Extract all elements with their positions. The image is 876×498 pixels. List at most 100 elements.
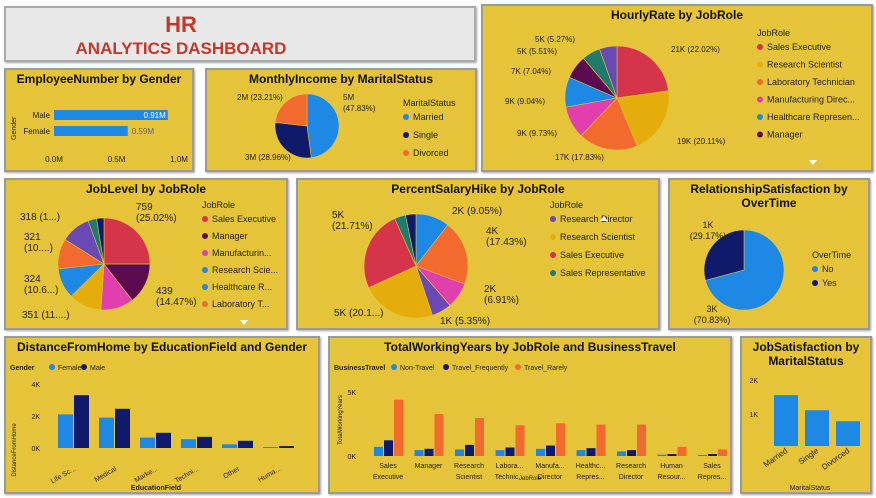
hourly-data-label: 21K (22.02%) [671, 45, 720, 54]
income-slice[interactable] [274, 93, 308, 127]
salary-slice[interactable] [415, 224, 469, 285]
salary-pie-tile[interactable]: PercentSalaryHike by JobRole 2K (9.05%) 4… [296, 178, 660, 330]
bar[interactable] [279, 446, 294, 448]
salary-slice[interactable] [405, 213, 417, 267]
income-data-label: 3M (28.96%) [245, 153, 291, 162]
bar[interactable] [394, 399, 403, 456]
relationship-slice[interactable] [704, 229, 785, 311]
bar[interactable] [414, 450, 424, 456]
y-tick-label: 0K [31, 446, 40, 453]
salary-slice[interactable] [363, 218, 417, 289]
bar[interactable] [54, 110, 168, 120]
distance-chart-title: DistanceFromHome by EducationField and G… [16, 340, 308, 354]
bar[interactable] [465, 444, 474, 456]
income-legend-marker [403, 114, 409, 120]
bar[interactable] [836, 421, 860, 446]
bar[interactable] [637, 424, 646, 456]
working-bar-tile[interactable]: TotalWorkingYears by JobRole and Busines… [328, 336, 732, 494]
bar[interactable] [657, 454, 667, 456]
bar[interactable] [698, 454, 707, 456]
bar[interactable] [434, 414, 444, 456]
bar[interactable] [140, 437, 155, 448]
bar[interactable] [58, 414, 73, 448]
bar[interactable] [546, 445, 555, 456]
bar[interactable] [222, 444, 237, 448]
bar[interactable] [374, 446, 383, 456]
hourly-slice[interactable] [580, 97, 638, 151]
salary-legend-marker [550, 270, 556, 276]
income-slice[interactable] [274, 122, 312, 159]
bar[interactable] [667, 454, 677, 456]
bar[interactable] [617, 451, 626, 456]
hourly-data-label: 5K (5.27%) [535, 35, 575, 44]
joblevel-pie-tile[interactable]: JobLevel by JobRole 759 (25.02%) 439 (14.47… [4, 178, 288, 330]
hourly-legend-marker [757, 61, 763, 68]
joblevel-legend-marker [202, 267, 208, 273]
distance-bar-tile[interactable]: DistanceFromHome by EducationField and G… [4, 336, 320, 494]
hourly-pie-tile[interactable]: HourlyRate by JobRole 21K (22.02%) 19K (2… [481, 4, 873, 172]
hourly-legend-item: Manager [767, 130, 803, 140]
income-slice[interactable] [306, 93, 340, 159]
scroll-down-icon[interactable] [240, 320, 248, 325]
x-axis-title: MaritalStatus [790, 485, 831, 492]
hourly-slice[interactable] [599, 45, 618, 99]
relationship-pie-tile[interactable]: RelationshipSatisfaction by OverTime 3K(… [668, 178, 870, 330]
bar[interactable] [99, 417, 114, 448]
joblevel-slice[interactable] [96, 217, 105, 265]
bar[interactable] [197, 436, 212, 448]
x-tick-label: Other [222, 465, 241, 480]
bar[interactable] [384, 440, 393, 456]
bar[interactable] [156, 432, 171, 448]
bar[interactable] [181, 439, 196, 448]
bar[interactable] [556, 423, 565, 456]
salary-slice[interactable] [368, 265, 433, 319]
bar[interactable] [774, 395, 798, 446]
relationship-slice[interactable] [703, 229, 745, 281]
bar[interactable] [805, 410, 829, 446]
bar[interactable] [536, 448, 545, 456]
bar[interactable] [495, 450, 505, 456]
hourly-slice[interactable] [616, 45, 669, 99]
income-data-label: 5M (47.83%) [343, 93, 376, 113]
bar[interactable] [505, 447, 515, 456]
joblevel-chart-title: JobLevel by JobRole [85, 182, 207, 196]
income-legend-item: Divorced [413, 148, 449, 158]
bar[interactable] [576, 450, 586, 456]
income-pie-tile[interactable]: MonthlyIncome by MaritalStatus 5M (47.83%… [205, 68, 477, 172]
income-legend-item: Married [413, 112, 444, 122]
bar[interactable] [54, 126, 128, 136]
scroll-up-icon[interactable] [600, 216, 608, 221]
bar[interactable] [515, 425, 525, 456]
salary-legend-marker [550, 252, 556, 258]
y-axis-title: DistanceFromHome [12, 423, 18, 477]
x-axis-title: JobRole [519, 476, 542, 482]
bar[interactable] [74, 395, 89, 448]
bar[interactable] [708, 454, 717, 456]
hourly-slice[interactable] [616, 90, 670, 147]
bar[interactable] [263, 447, 278, 448]
bar[interactable] [238, 440, 253, 448]
x-tick-label: Huma... [257, 466, 282, 484]
bar[interactable] [677, 446, 687, 456]
joblevel-legend-marker [202, 216, 208, 222]
joblevel-legend-marker [202, 301, 208, 307]
bar[interactable] [718, 449, 727, 456]
bar[interactable] [596, 424, 606, 456]
bar[interactable] [627, 450, 636, 456]
bar[interactable] [115, 408, 130, 448]
bar[interactable] [424, 448, 434, 456]
hourly-data-label: 9K (9.04%) [505, 97, 545, 106]
scroll-down-icon[interactable] [809, 160, 817, 165]
gender-bar-tile[interactable]: EmployeeNumber by Gender Gender Male 0.91M… [4, 68, 194, 172]
joblevel-slice[interactable] [103, 217, 151, 265]
bar[interactable] [475, 418, 484, 456]
bar[interactable] [455, 449, 464, 456]
jobsat-bar-tile[interactable]: JobSatisfaction by MaritalStatus 2K 1K Mar… [740, 336, 872, 494]
hourly-chart-title: HourlyRate by JobRole [610, 8, 744, 22]
joblevel-data-label: 759 (25.02%) [136, 202, 177, 224]
relationship-data-label: 3K (70.83%) [694, 304, 731, 325]
gender-chart: Gender Male 0.91M Female 0.59M 0.0M 0.5M 1.0M [11, 110, 188, 164]
bar[interactable] [586, 448, 596, 456]
relationship-legend-item: No [822, 264, 834, 274]
dashboard-title: HR [165, 12, 197, 37]
